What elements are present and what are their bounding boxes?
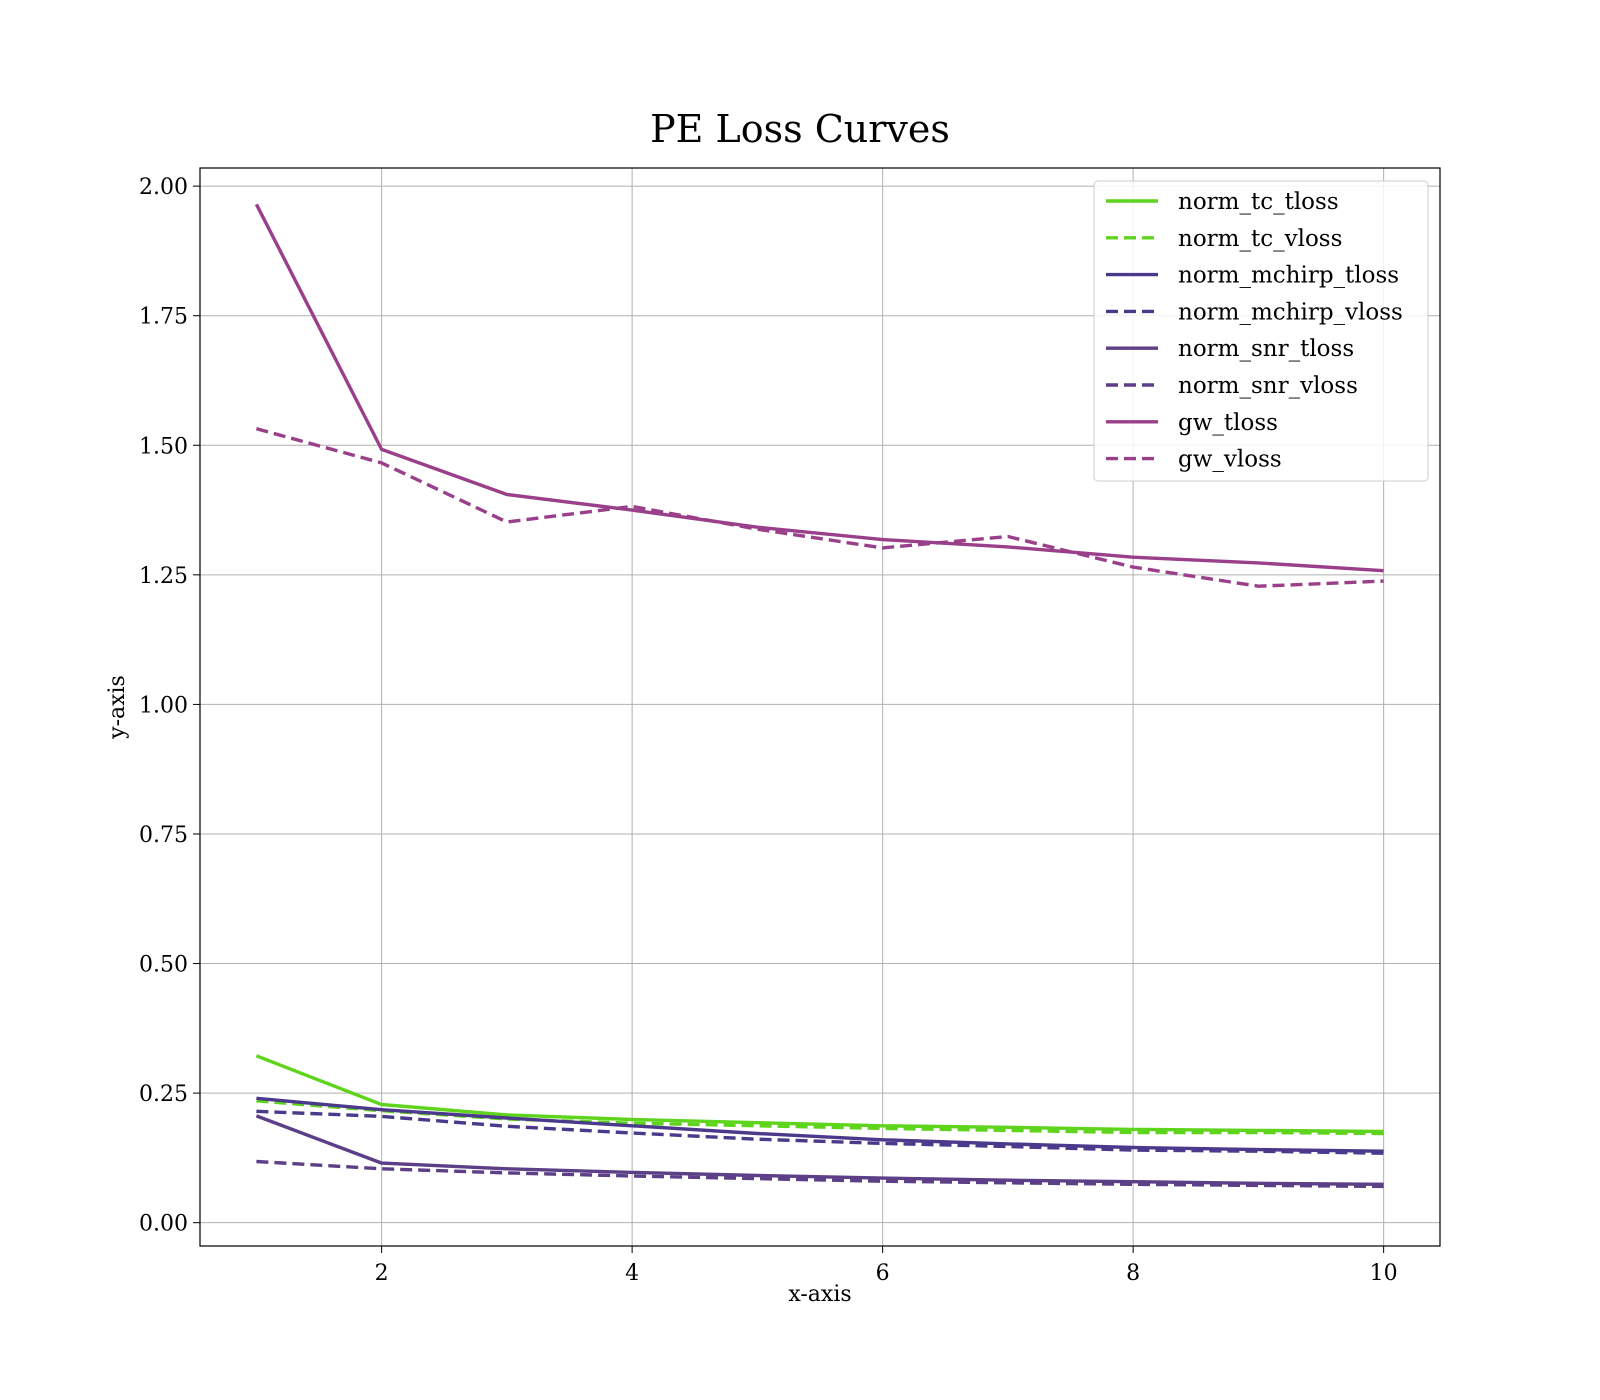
chart-title: PE Loss Curves	[650, 107, 950, 151]
legend-label: gw_vloss	[1178, 447, 1282, 473]
y-tick-label: 1.75	[139, 305, 188, 330]
legend-box	[1093, 180, 1429, 482]
y-tick-label: 0.75	[139, 823, 188, 848]
legend-label: norm_tc_tloss	[1178, 189, 1339, 215]
plot-frame	[199, 167, 1441, 1247]
series-line-norm-snr-tloss	[255, 1114, 1384, 1186]
y-tick-label: 0.50	[139, 953, 188, 978]
y-tick-label: 1.50	[139, 434, 188, 459]
series-line-gw-vloss	[255, 427, 1384, 588]
y-axis-label: y-axis	[105, 675, 130, 740]
legend-label: norm_snr_tloss	[1178, 336, 1354, 362]
legend-label: norm_snr_vloss	[1178, 373, 1358, 399]
series-line-norm-snr-vloss	[256, 1159, 1384, 1189]
legend-label: norm_mchirp_tloss	[1178, 263, 1399, 289]
legend: norm_tc_tloss norm_tc_vloss norm_mchirp_tl…	[1093, 180, 1429, 482]
series-layer	[254, 203, 1384, 1189]
y-tick-label: 2.00	[139, 175, 188, 200]
y-axis-ticks: 0.00 0.25 0.50 0.75 1.00 1.25 1.50 1.75 2.00	[139, 175, 200, 1237]
y-tick-label: 1.00	[139, 693, 188, 718]
x-axis-label: x-axis	[788, 1282, 851, 1307]
legend-label: norm_tc_vloss	[1178, 226, 1342, 252]
x-tick-label: 4	[625, 1261, 639, 1286]
series-line-norm-tc-tloss	[255, 1054, 1384, 1134]
x-tick-label: 8	[1126, 1261, 1140, 1286]
y-tick-label: 0.25	[139, 1082, 188, 1107]
x-tick-label: 2	[375, 1261, 389, 1286]
x-axis-ticks: 2 4 6 8 10	[375, 1246, 1398, 1286]
y-tick-label: 1.25	[139, 564, 188, 589]
series-line-norm-mchirp-tloss	[256, 1096, 1384, 1153]
x-tick-label: 10	[1370, 1261, 1398, 1286]
y-tick-label: 0.00	[139, 1212, 188, 1237]
series-line-gw-tloss	[254, 203, 1384, 573]
series-line-norm-mchirp-vloss	[256, 1109, 1384, 1155]
x-tick-label: 6	[876, 1261, 890, 1286]
legend-label: norm_mchirp_vloss	[1178, 299, 1403, 325]
legend-label: gw_tloss	[1178, 410, 1278, 436]
